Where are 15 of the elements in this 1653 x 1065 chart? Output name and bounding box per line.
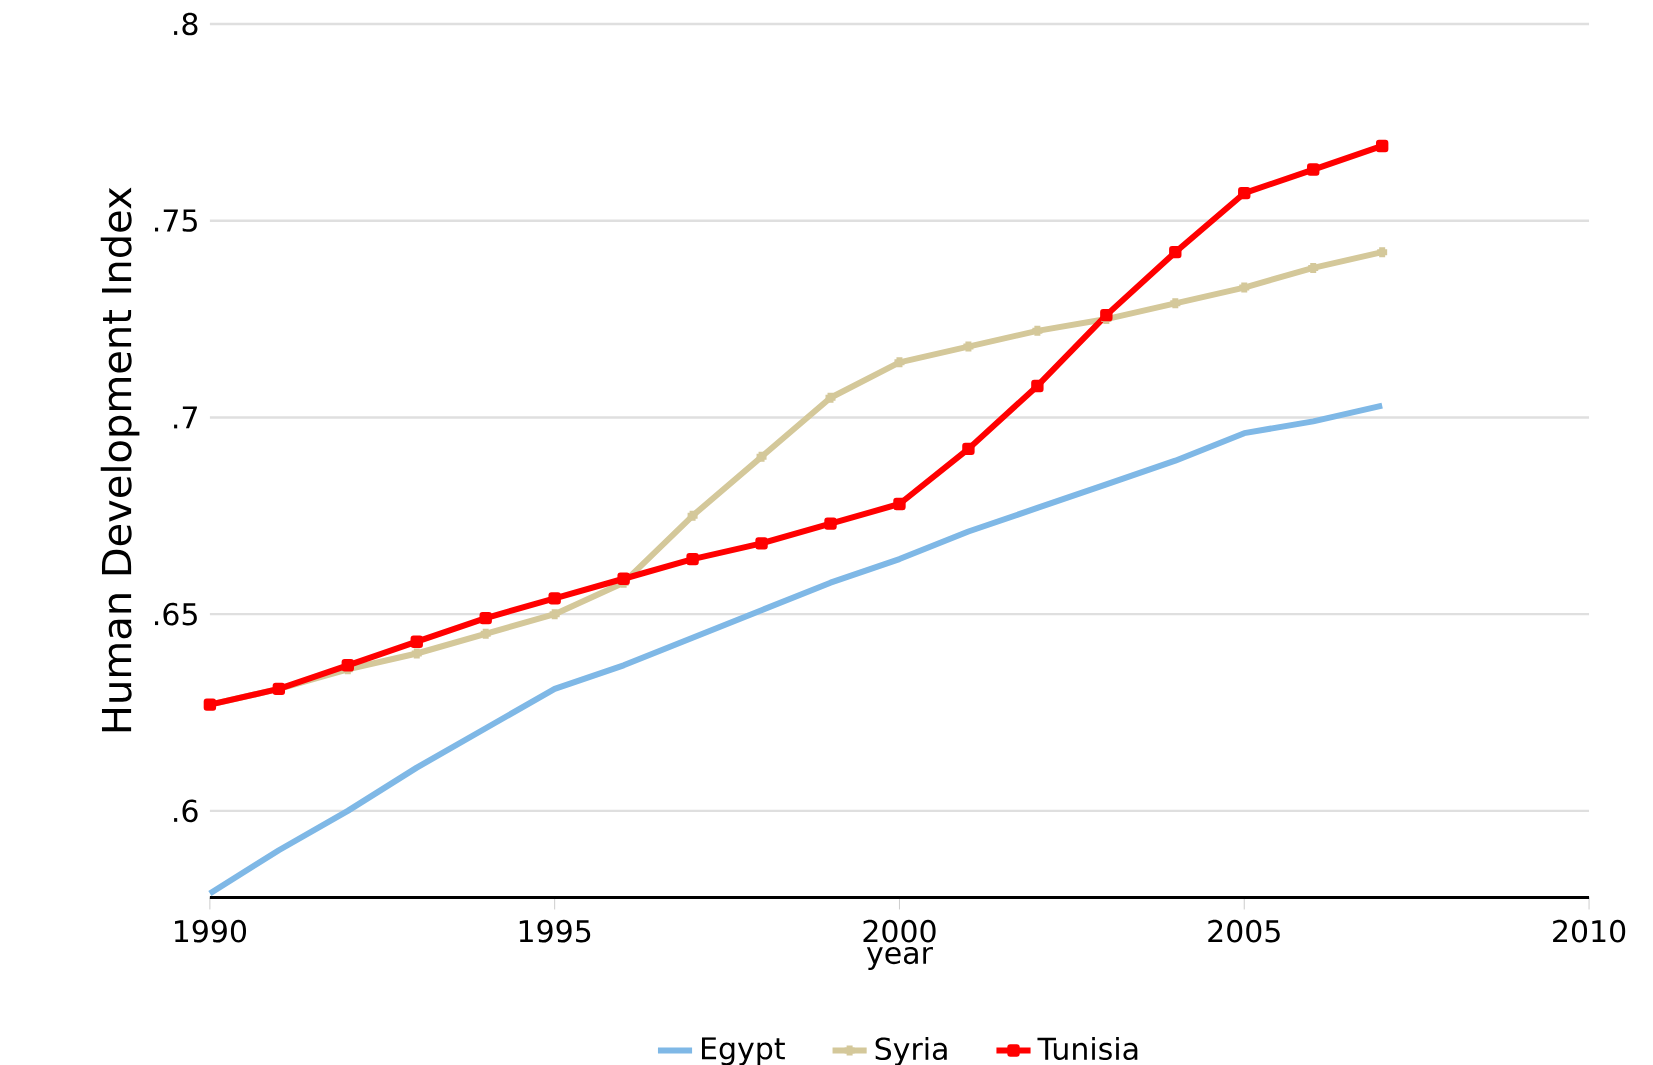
x-axis-title: year [866,946,933,970]
x-tick-label: 1990 [175,919,247,943]
y-tick-label: .8 [174,12,198,36]
x-tick-label: 2010 [1553,919,1626,943]
y-tick-label: .75 [155,209,197,232]
legend-label: Syria [875,1036,947,1065]
y-tick-label: .7 [174,406,197,429]
y-tick-label: .6 [174,799,198,823]
y-axis-title: Human Development Index [100,187,140,731]
legend-label: Tunisia [1037,1036,1138,1060]
y-tick-label: .65 [155,602,197,626]
x-tick-label: 2005 [1208,919,1280,943]
legend-label: Egypt [702,1037,785,1065]
x-tick-label: 2000 [863,919,936,943]
x-tick-label: 1995 [519,919,591,943]
